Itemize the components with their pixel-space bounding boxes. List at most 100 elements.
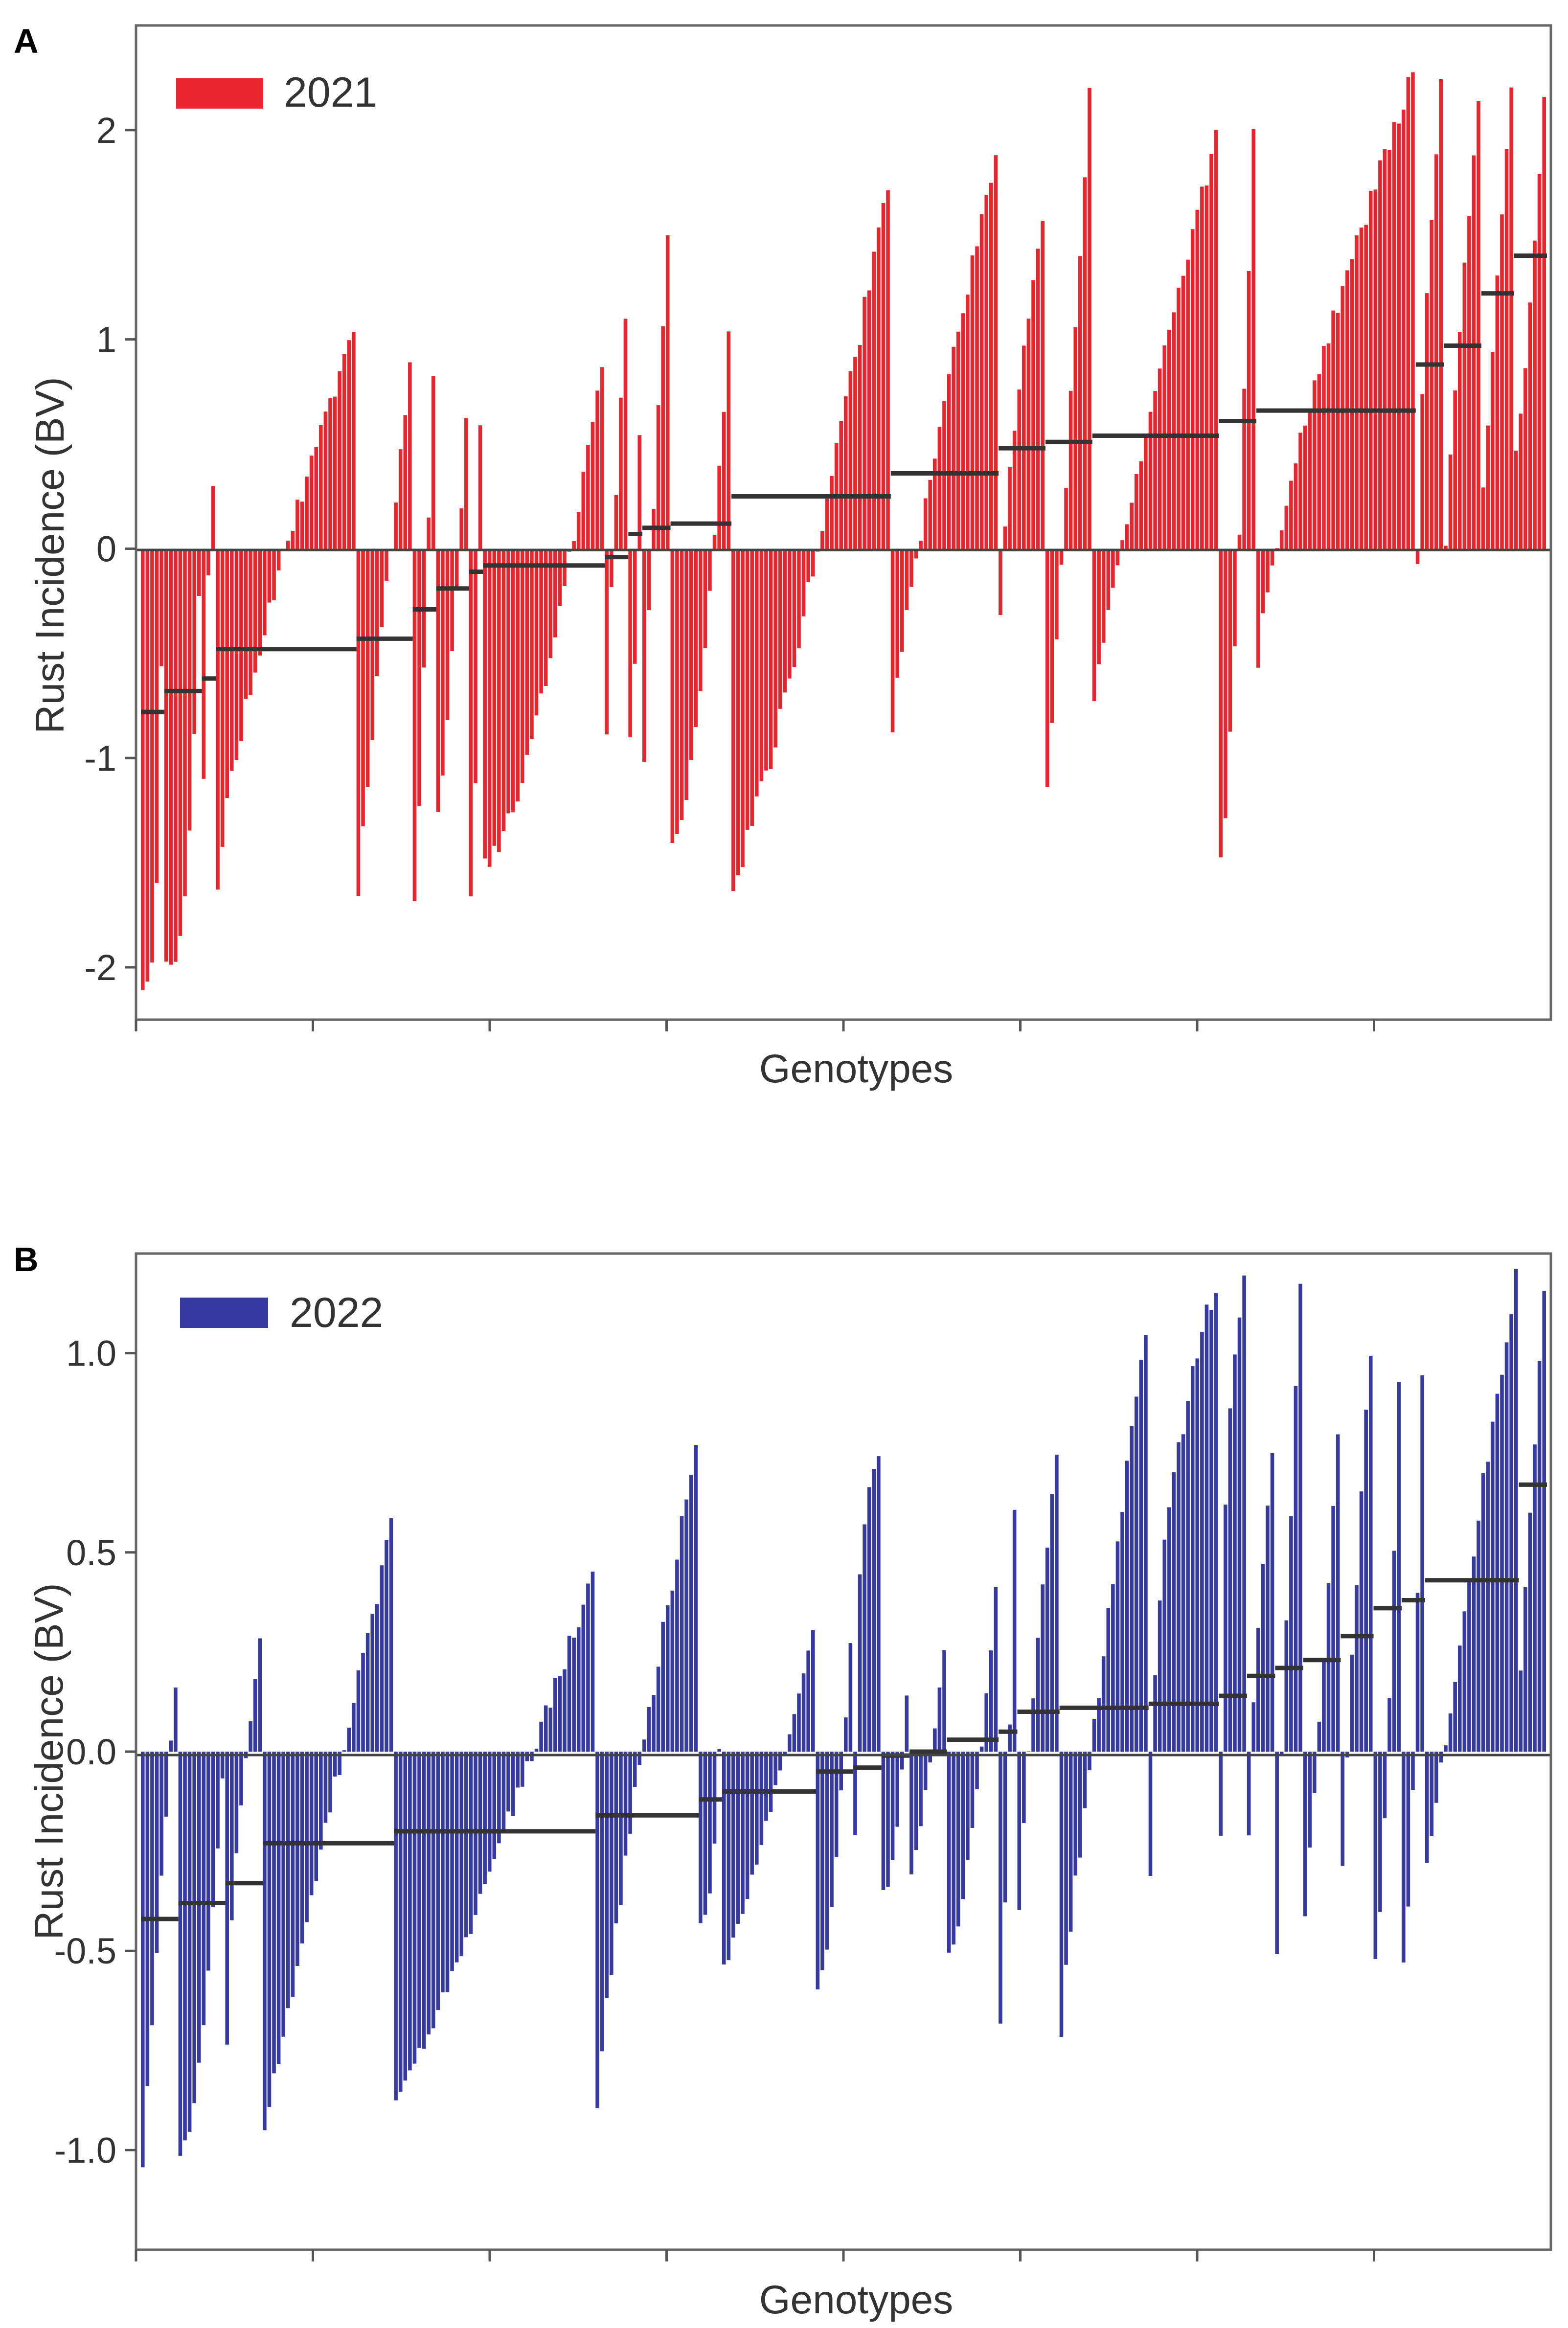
bar-genotype-21	[234, 1752, 239, 1853]
bar-genotype-164	[905, 548, 909, 611]
bar-genotype-242	[1270, 548, 1274, 566]
bar-genotype-96	[586, 445, 590, 549]
bar-genotype-228	[1204, 1304, 1209, 1752]
bar-genotype-137	[778, 1752, 782, 1771]
bar-genotype-143	[806, 548, 810, 582]
bar-genotype-8	[174, 548, 178, 962]
bar-genotype-274	[1420, 1375, 1424, 1752]
bar-genotype-172	[942, 1650, 946, 1752]
bar-genotype-287	[1481, 487, 1485, 549]
bar-genotype-193	[1041, 1584, 1045, 1752]
bar-genotype-156	[867, 290, 871, 549]
bar-genotype-254	[1326, 343, 1331, 549]
bar-genotype-202	[1083, 1752, 1087, 1808]
bar-genotype-253	[1322, 1658, 1326, 1752]
bar-genotype-209	[1115, 548, 1120, 566]
bar-genotype-121	[703, 1752, 707, 1915]
panel-a-family-means	[141, 253, 1547, 714]
bar-genotype-299	[1537, 174, 1542, 549]
bar-genotype-72	[474, 548, 477, 783]
bar-genotype-25	[253, 1679, 257, 1752]
bar-genotype-220	[1167, 329, 1171, 549]
bar-genotype-221	[1172, 1472, 1176, 1752]
bar-genotype-4	[155, 1752, 159, 1953]
bar-genotype-133	[759, 1752, 764, 1845]
bar-genotype-76	[492, 548, 497, 846]
bar-genotype-102	[614, 1752, 618, 1923]
bar-genotype-297	[1528, 302, 1532, 549]
bar-genotype-103	[619, 397, 623, 549]
bar-genotype-128	[736, 1752, 740, 1924]
bar-genotype-296	[1523, 368, 1527, 549]
bar-genotype-233	[1228, 1408, 1232, 1752]
bar-genotype-262	[1364, 225, 1368, 549]
bar-genotype-170	[933, 1728, 937, 1752]
bar-genotype-55	[394, 502, 398, 549]
bar-genotype-56	[398, 1752, 403, 2092]
bar-genotype-251	[1313, 380, 1317, 549]
bar-genotype-262	[1364, 1410, 1368, 1752]
bar-genotype-40	[323, 1752, 328, 1823]
bar-genotype-75	[487, 548, 492, 867]
bar-genotype-141	[797, 548, 801, 649]
bar-genotype-282	[1457, 1645, 1462, 1752]
bar-genotype-188	[1017, 389, 1022, 549]
panel-b-label: B	[14, 1240, 39, 1278]
bar-genotype-97	[591, 1572, 595, 1752]
bar-genotype-241	[1266, 1506, 1270, 1752]
bar-genotype-76	[492, 1752, 497, 1859]
bar-genotype-253	[1322, 345, 1326, 549]
bar-genotype-217	[1153, 1675, 1157, 1752]
bar-genotype-73	[478, 1752, 482, 1894]
bar-genotype-67	[450, 548, 454, 651]
bar-genotype-148	[830, 476, 834, 549]
bar-genotype-62	[427, 1752, 431, 2034]
bar-genotype-180	[979, 214, 984, 549]
bar-genotype-248	[1298, 1283, 1302, 1752]
bar-genotype-245	[1284, 1620, 1289, 1752]
bar-genotype-113	[665, 235, 670, 549]
bar-genotype-81	[516, 1752, 520, 1788]
bar-genotype-175	[956, 331, 960, 549]
bar-genotype-163	[900, 548, 904, 652]
bar-genotype-182	[989, 1650, 993, 1752]
bar-genotype-82	[520, 1752, 524, 1787]
bar-genotype-182	[989, 183, 993, 549]
bar-genotype-226	[1195, 1358, 1200, 1752]
bar-genotype-205	[1097, 1698, 1101, 1752]
bar-genotype-57	[403, 1752, 408, 2081]
bar-genotype-212	[1130, 1426, 1134, 1752]
bar-genotype-27	[263, 548, 267, 636]
bar-genotype-95	[581, 1604, 586, 1752]
bar-genotype-220	[1167, 1507, 1171, 1752]
bar-genotype-113	[665, 1605, 670, 1752]
bar-genotype-242	[1270, 1453, 1274, 1752]
bar-genotype-50	[370, 548, 374, 740]
bar-genotype-181	[984, 1693, 988, 1752]
bar-genotype-175	[956, 1752, 960, 1927]
bar-genotype-115	[675, 548, 679, 834]
bar-genotype-36	[305, 477, 309, 549]
bar-genotype-206	[1101, 1656, 1106, 1752]
bar-genotype-162	[895, 548, 899, 678]
bar-genotype-129	[741, 548, 745, 867]
bar-genotype-78	[501, 548, 506, 831]
bar-genotype-264	[1373, 1752, 1378, 1959]
bar-genotype-254	[1326, 1583, 1331, 1752]
bar-genotype-33	[291, 530, 295, 549]
bar-genotype-20	[230, 1752, 234, 1920]
bar-genotype-185	[1003, 1752, 1007, 1903]
bar-genotype-48	[361, 548, 365, 826]
bar-genotype-5	[159, 1752, 163, 1876]
bar-genotype-126	[727, 331, 731, 549]
bar-genotype-215	[1144, 1335, 1148, 1752]
bar-genotype-281	[1453, 390, 1457, 549]
bar-genotype-111	[656, 405, 660, 549]
bar-genotype-293	[1509, 1314, 1513, 1752]
bar-genotype-231	[1219, 1752, 1223, 1836]
bar-genotype-282	[1457, 332, 1462, 549]
bar-genotype-109	[647, 1707, 651, 1752]
bar-genotype-59	[412, 1752, 417, 2064]
bar-genotype-160	[886, 190, 890, 549]
y-tick-label: -0.5	[54, 1931, 116, 1971]
